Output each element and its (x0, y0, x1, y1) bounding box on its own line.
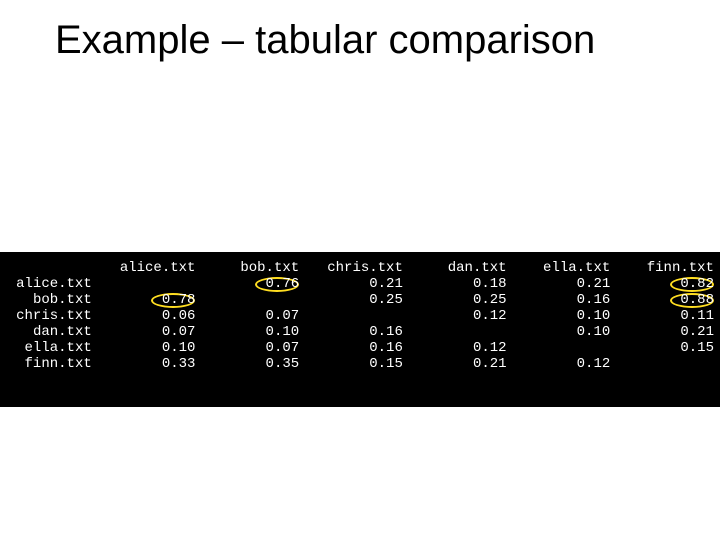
blank-header (6, 260, 92, 276)
row-label: dan.txt (6, 324, 92, 340)
table-cell: 0.11 (610, 308, 714, 324)
column-header: finn.txt (610, 260, 714, 276)
table-cell: 0.21 (610, 324, 714, 340)
table-cell: 0.21 (507, 276, 611, 292)
slide: Example – tabular comparison alice.txtbo… (0, 0, 720, 540)
column-header: alice.txt (92, 260, 196, 276)
table-cell: 0.25 (299, 292, 403, 308)
table-cell: 0.21 (403, 356, 507, 372)
comparison-table: alice.txtbob.txtchris.txtdan.txtella.txt… (6, 260, 714, 372)
table-cell: 0.16 (507, 292, 611, 308)
row-label: bob.txt (6, 292, 92, 308)
table-cell: 0.16 (299, 340, 403, 356)
row-label: chris.txt (6, 308, 92, 324)
table-cell: 0.25 (403, 292, 507, 308)
table-cell (610, 356, 714, 372)
table-cell: 0.78 (92, 292, 196, 308)
table-cell (507, 340, 611, 356)
data-column: dan.txt0.180.250.120.120.21 (403, 260, 507, 372)
row-labels-column: alice.txtbob.txtchris.txtdan.txtella.txt… (6, 260, 92, 372)
table-cell: 0.10 (92, 340, 196, 356)
table-cell: 0.21 (299, 276, 403, 292)
table-cell (195, 292, 299, 308)
column-header: ella.txt (507, 260, 611, 276)
table-cell: 0.12 (507, 356, 611, 372)
table-cell: 0.06 (92, 308, 196, 324)
table-cell: 0.07 (195, 340, 299, 356)
data-column: bob.txt0.760.070.100.070.35 (195, 260, 299, 372)
table-cell (299, 308, 403, 324)
table-cell: 0.88 (610, 292, 714, 308)
slide-title: Example – tabular comparison (55, 18, 595, 63)
table-cell: 0.07 (195, 308, 299, 324)
table-cell: 0.10 (195, 324, 299, 340)
table-cell: 0.12 (403, 340, 507, 356)
row-label: finn.txt (6, 356, 92, 372)
table-cell: 0.82 (610, 276, 714, 292)
table-cell (92, 276, 196, 292)
row-label: alice.txt (6, 276, 92, 292)
data-column: alice.txt 0.780.060.070.100.33 (92, 260, 196, 372)
terminal-panel: alice.txtbob.txtchris.txtdan.txtella.txt… (0, 252, 720, 407)
data-column: ella.txt0.210.160.100.100.12 (507, 260, 611, 372)
row-label: ella.txt (6, 340, 92, 356)
table-cell: 0.07 (92, 324, 196, 340)
table-cell: 0.15 (610, 340, 714, 356)
column-header: chris.txt (299, 260, 403, 276)
table-cell: 0.18 (403, 276, 507, 292)
table-cell: 0.35 (195, 356, 299, 372)
table-cell: 0.33 (92, 356, 196, 372)
table-cell (403, 324, 507, 340)
table-cell: 0.12 (403, 308, 507, 324)
data-column: finn.txt0.820.880.110.210.15 (610, 260, 714, 372)
table-cell: 0.16 (299, 324, 403, 340)
column-header: dan.txt (403, 260, 507, 276)
column-header: bob.txt (195, 260, 299, 276)
table-cell: 0.76 (195, 276, 299, 292)
data-column: chris.txt0.210.250.160.160.15 (299, 260, 403, 372)
table-cell: 0.10 (507, 324, 611, 340)
table-cell: 0.10 (507, 308, 611, 324)
table-cell: 0.15 (299, 356, 403, 372)
